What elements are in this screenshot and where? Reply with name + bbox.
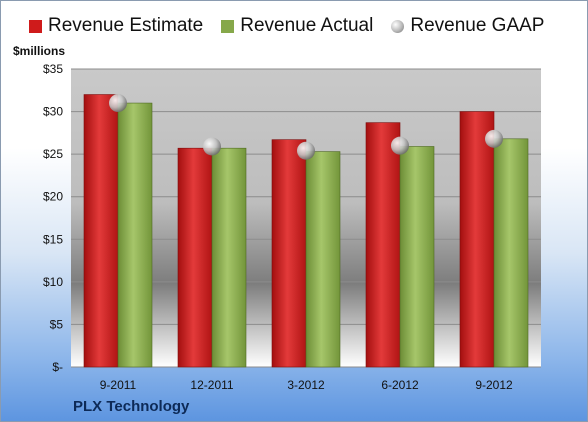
marker-revenue-gaap [485, 129, 503, 148]
legend-swatch-estimate [29, 19, 42, 33]
bar-revenue-actual [399, 146, 435, 368]
bar-revenue-actual [117, 102, 153, 368]
y-tick-label: $15 [43, 232, 63, 246]
bar-revenue-estimate [365, 122, 401, 368]
legend: Revenue Estimate Revenue Actual Revenue … [29, 15, 544, 37]
y-tick-label: $10 [43, 275, 63, 289]
y-tick-label: $25 [43, 147, 63, 161]
bar-revenue-actual [211, 147, 247, 368]
y-tick-label: $- [52, 360, 63, 374]
gaap-markers [109, 94, 503, 160]
x-tick-label: 9-2012 [475, 378, 513, 392]
legend-item-estimate: Revenue Estimate [29, 15, 203, 37]
x-tick-label: 3-2012 [287, 378, 325, 392]
y-axis-ticks: $- $5 $10 $15 $20 $25 $30 $35 [43, 62, 63, 374]
bar-revenue-actual [305, 151, 341, 368]
y-tick-label: $20 [43, 190, 63, 204]
bar-revenue-estimate [459, 111, 495, 368]
legend-swatch-actual [221, 19, 235, 33]
x-axis-ticks: 9-2011 12-2011 3-2012 6-2012 9-2012 [100, 378, 513, 392]
bars [83, 94, 529, 368]
y-axis-unit-label: $millions [13, 44, 66, 58]
legend-label-gaap: Revenue GAAP [410, 15, 545, 36]
y-tick-label: $30 [43, 105, 63, 119]
bar-revenue-estimate [177, 147, 213, 368]
bar-revenue-actual [493, 138, 529, 368]
legend-label-actual: Revenue Actual [240, 15, 374, 36]
legend-swatch-gaap [391, 19, 405, 33]
marker-revenue-gaap [109, 94, 127, 113]
x-tick-label: 12-2011 [190, 378, 233, 392]
y-tick-label: $35 [43, 62, 63, 76]
bar-revenue-estimate [83, 94, 119, 368]
bar-revenue-estimate [271, 139, 307, 368]
legend-item-actual: Revenue Actual [221, 15, 373, 37]
company-name: PLX Technology [73, 398, 190, 415]
marker-revenue-gaap [203, 137, 221, 156]
marker-revenue-gaap [297, 141, 315, 160]
marker-revenue-gaap [391, 136, 409, 155]
y-tick-label: $5 [50, 317, 64, 331]
x-tick-label: 6-2012 [381, 378, 419, 392]
legend-label-estimate: Revenue Estimate [48, 15, 204, 36]
legend-item-gaap: Revenue GAAP [391, 15, 544, 37]
x-tick-label: 9-2011 [100, 378, 137, 392]
